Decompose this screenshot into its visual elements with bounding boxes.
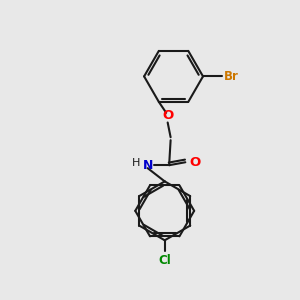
Text: O: O [162,109,173,122]
Text: Br: Br [224,70,238,83]
Text: O: O [190,156,201,169]
Text: Cl: Cl [158,254,171,267]
Text: H: H [132,158,141,168]
Text: N: N [142,159,153,172]
